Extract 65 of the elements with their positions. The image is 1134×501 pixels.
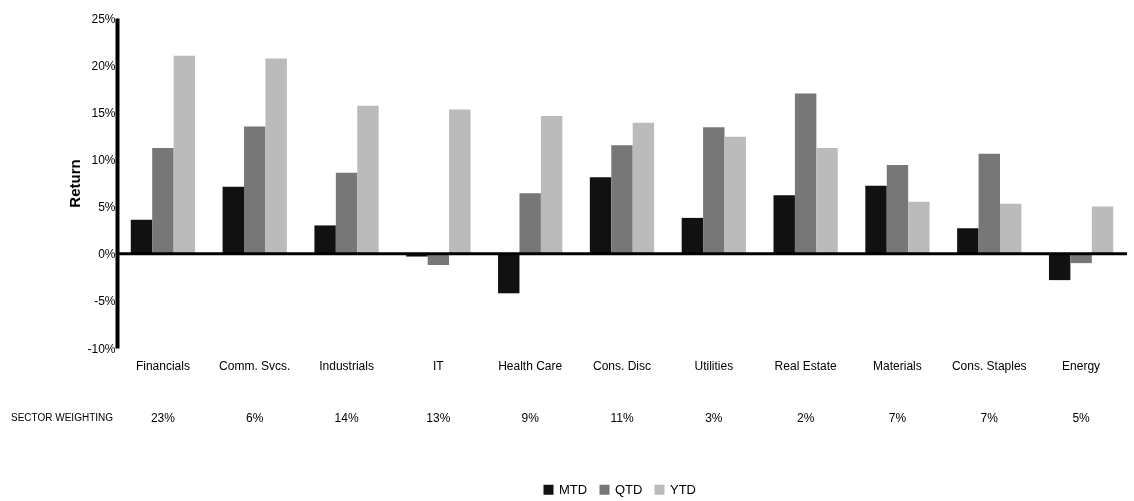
bar — [886, 165, 909, 254]
text: 13% — [426, 411, 451, 425]
y-tick-label: 25% — [91, 11, 116, 26]
x-tick-label: Cons. Staples — [951, 358, 1027, 373]
text: 2% — [796, 411, 815, 425]
bar — [589, 177, 612, 254]
bar — [519, 193, 541, 254]
bar — [222, 186, 245, 254]
y-tick-label: 10% — [91, 152, 116, 167]
text: 3% — [705, 411, 723, 425]
y-tick-label: -5% — [94, 294, 116, 309]
bar — [1048, 253, 1071, 281]
bar — [173, 55, 196, 254]
x-tick-label: Financials — [135, 358, 190, 373]
bar — [152, 148, 174, 254]
x-tick-label: Cons. Disc — [592, 358, 652, 373]
y-tick-label: 0% — [98, 247, 116, 262]
legend-label: QTD — [615, 481, 643, 497]
x-tick-label: Health Care — [498, 358, 563, 373]
x-tick-label: IT — [433, 358, 445, 373]
text: 6% — [246, 411, 264, 425]
bar — [773, 195, 795, 254]
text: 11% — [610, 411, 634, 425]
bar — [681, 217, 704, 254]
bar — [632, 122, 655, 254]
y-tick-label: -10% — [87, 341, 116, 356]
y-tick-label: 15% — [91, 105, 116, 120]
x-tick-label: Industrials — [319, 358, 374, 373]
bar — [794, 93, 817, 254]
text: 7% — [980, 411, 999, 425]
bar — [611, 145, 633, 254]
x-tick-label: Energy — [1062, 358, 1101, 373]
legend-label: MTD — [559, 481, 588, 497]
bar — [978, 153, 1000, 254]
bar — [540, 116, 563, 254]
bar — [449, 109, 471, 254]
text: 23% — [150, 411, 176, 425]
bar — [865, 185, 887, 254]
bar — [244, 126, 266, 254]
y-tick-label: 5% — [98, 200, 116, 215]
bar — [130, 219, 153, 254]
text: 14% — [334, 411, 359, 425]
x-tick-label: Utilities — [694, 358, 734, 373]
text: SECTOR WEIGHTING — [10, 412, 114, 423]
x-tick-label: Materials — [873, 358, 922, 373]
bar — [908, 201, 930, 254]
legend-label: YTD — [670, 481, 696, 497]
bar — [335, 172, 358, 254]
bar — [999, 203, 1022, 254]
x-tick-label: Real Estate — [774, 358, 837, 373]
y-tick-label: 20% — [91, 58, 116, 73]
y-axis-title: Return — [66, 159, 84, 208]
bar — [314, 225, 336, 254]
text: 7% — [888, 411, 907, 425]
x-tick-label: Comm. Svcs. — [219, 358, 291, 373]
text: 5% — [1072, 411, 1091, 425]
bar — [357, 105, 379, 254]
bar — [1091, 206, 1114, 254]
bar — [265, 58, 287, 254]
text: 9% — [521, 411, 540, 425]
bar — [703, 127, 725, 254]
bar — [816, 148, 838, 254]
bar — [957, 228, 979, 254]
bar — [724, 136, 746, 254]
bar — [498, 253, 520, 294]
